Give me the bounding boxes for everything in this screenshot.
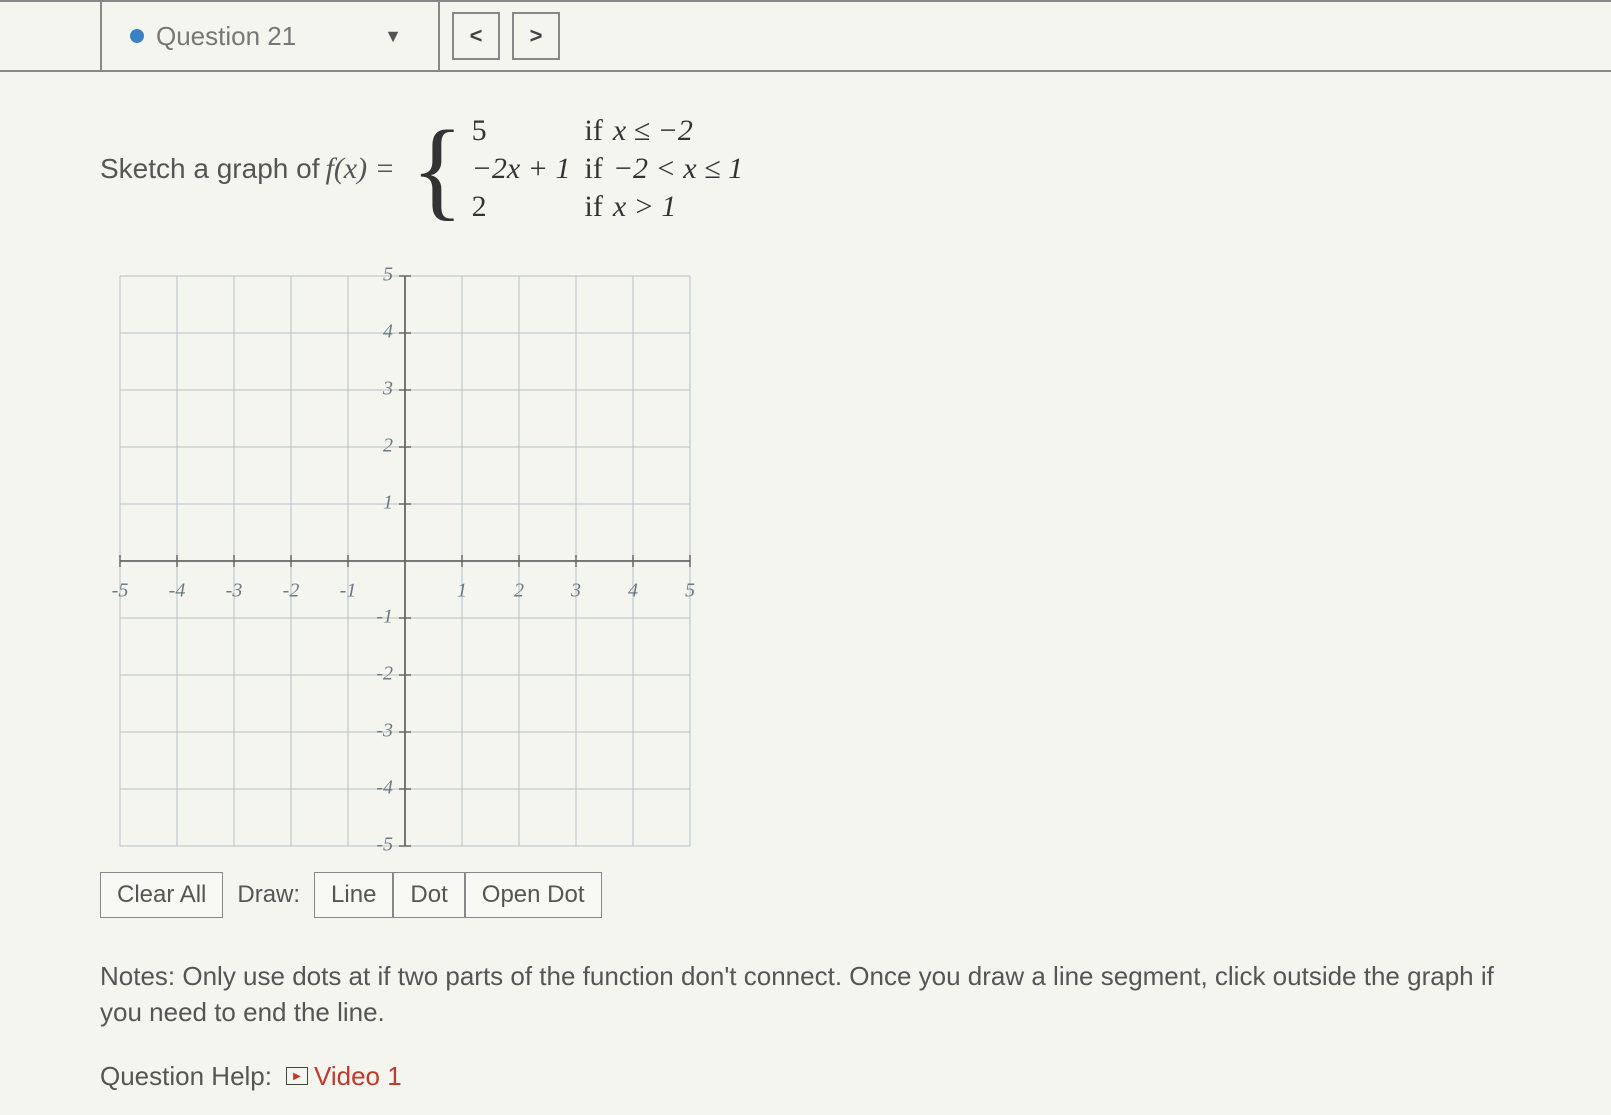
svg-text:3: 3: [570, 580, 581, 602]
draw-label: Draw:: [223, 872, 314, 918]
notes-text: Notes: Only use dots at if two parts of …: [100, 958, 1500, 1031]
if-word: if: [584, 188, 612, 226]
top-bar: Question 21 ▼ < >: [0, 0, 1611, 72]
case-expr: 5: [472, 112, 585, 150]
svg-text:3: 3: [382, 378, 393, 400]
if-word: if: [584, 112, 612, 150]
svg-text:-4: -4: [376, 777, 393, 799]
play-icon: ▶: [286, 1067, 308, 1085]
case-row: −2x + 1 if −2 < x ≤ 1: [472, 150, 757, 188]
svg-text:2: 2: [514, 580, 524, 602]
grid-svg: -5 -4 -3 -2 -1 1 2 3 4 5 -5 -4 -3 -2 -1 1 2 3 4 5: [100, 256, 710, 866]
svg-text:5: 5: [685, 580, 695, 602]
draw-open-dot-button[interactable]: Open Dot: [465, 872, 602, 918]
svg-text:-5: -5: [376, 834, 393, 856]
draw-dot-button[interactable]: Dot: [393, 872, 464, 918]
video-1-link[interactable]: ▶ Video 1: [286, 1061, 402, 1092]
caret-down-icon: ▼: [376, 26, 410, 47]
svg-text:-5: -5: [112, 580, 129, 602]
if-word: if: [584, 150, 612, 188]
prompt-lead: Sketch a graph of: [100, 153, 319, 185]
case-expr: −2x + 1: [472, 150, 585, 188]
graph-area: -5 -4 -3 -2 -1 1 2 3 4 5 -5 -4 -3 -2 -1 1 2 3 4 5 Clear All…: [100, 256, 710, 918]
case-cond: x > 1: [613, 188, 757, 226]
svg-text:4: 4: [383, 321, 393, 343]
cases-table: 5 if x ≤ −2 −2x + 1 if −2 < x ≤ 1 2 if x…: [472, 112, 757, 226]
svg-text:5: 5: [383, 264, 393, 286]
piecewise: { 5 if x ≤ −2 −2x + 1 if −2 < x ≤ 1 2 if…: [411, 112, 757, 226]
prev-button[interactable]: <: [452, 12, 500, 60]
brace-icon: {: [411, 124, 464, 214]
svg-text:-2: -2: [283, 580, 300, 602]
status-dot-icon: [130, 29, 144, 43]
coordinate-grid[interactable]: -5 -4 -3 -2 -1 1 2 3 4 5 -5 -4 -3 -2 -1 1 2 3 4 5: [100, 256, 710, 866]
question-label: Question 21: [156, 21, 364, 52]
svg-text:4: 4: [628, 580, 638, 602]
case-row: 5 if x ≤ −2: [472, 112, 757, 150]
prompt: Sketch a graph of f(x) = { 5 if x ≤ −2 −…: [100, 112, 1511, 226]
svg-text:-1: -1: [340, 580, 357, 602]
case-row: 2 if x > 1: [472, 188, 757, 226]
svg-text:1: 1: [457, 580, 467, 602]
svg-text:-3: -3: [226, 580, 243, 602]
svg-text:1: 1: [383, 492, 393, 514]
case-cond: x ≤ −2: [613, 112, 757, 150]
question-help-label: Question Help:: [100, 1061, 272, 1092]
svg-text:2: 2: [383, 435, 393, 457]
next-button[interactable]: >: [512, 12, 560, 60]
case-cond: −2 < x ≤ 1: [613, 150, 757, 188]
content-area: Sketch a graph of f(x) = { 5 if x ≤ −2 −…: [0, 72, 1611, 1112]
question-help-row: Question Help: ▶ Video 1: [100, 1061, 1511, 1092]
video-1-label: Video 1: [314, 1061, 402, 1092]
svg-text:-4: -4: [169, 580, 186, 602]
draw-line-button[interactable]: Line: [314, 872, 393, 918]
tool-row: Clear All Draw: Line Dot Open Dot: [100, 872, 710, 918]
svg-text:-1: -1: [376, 606, 393, 628]
svg-text:-3: -3: [376, 720, 393, 742]
case-expr: 2: [472, 188, 585, 226]
svg-text:-2: -2: [376, 663, 393, 685]
clear-all-button[interactable]: Clear All: [100, 872, 223, 918]
fx-label: f(x) =: [325, 152, 394, 186]
question-selector[interactable]: Question 21 ▼: [100, 2, 440, 70]
